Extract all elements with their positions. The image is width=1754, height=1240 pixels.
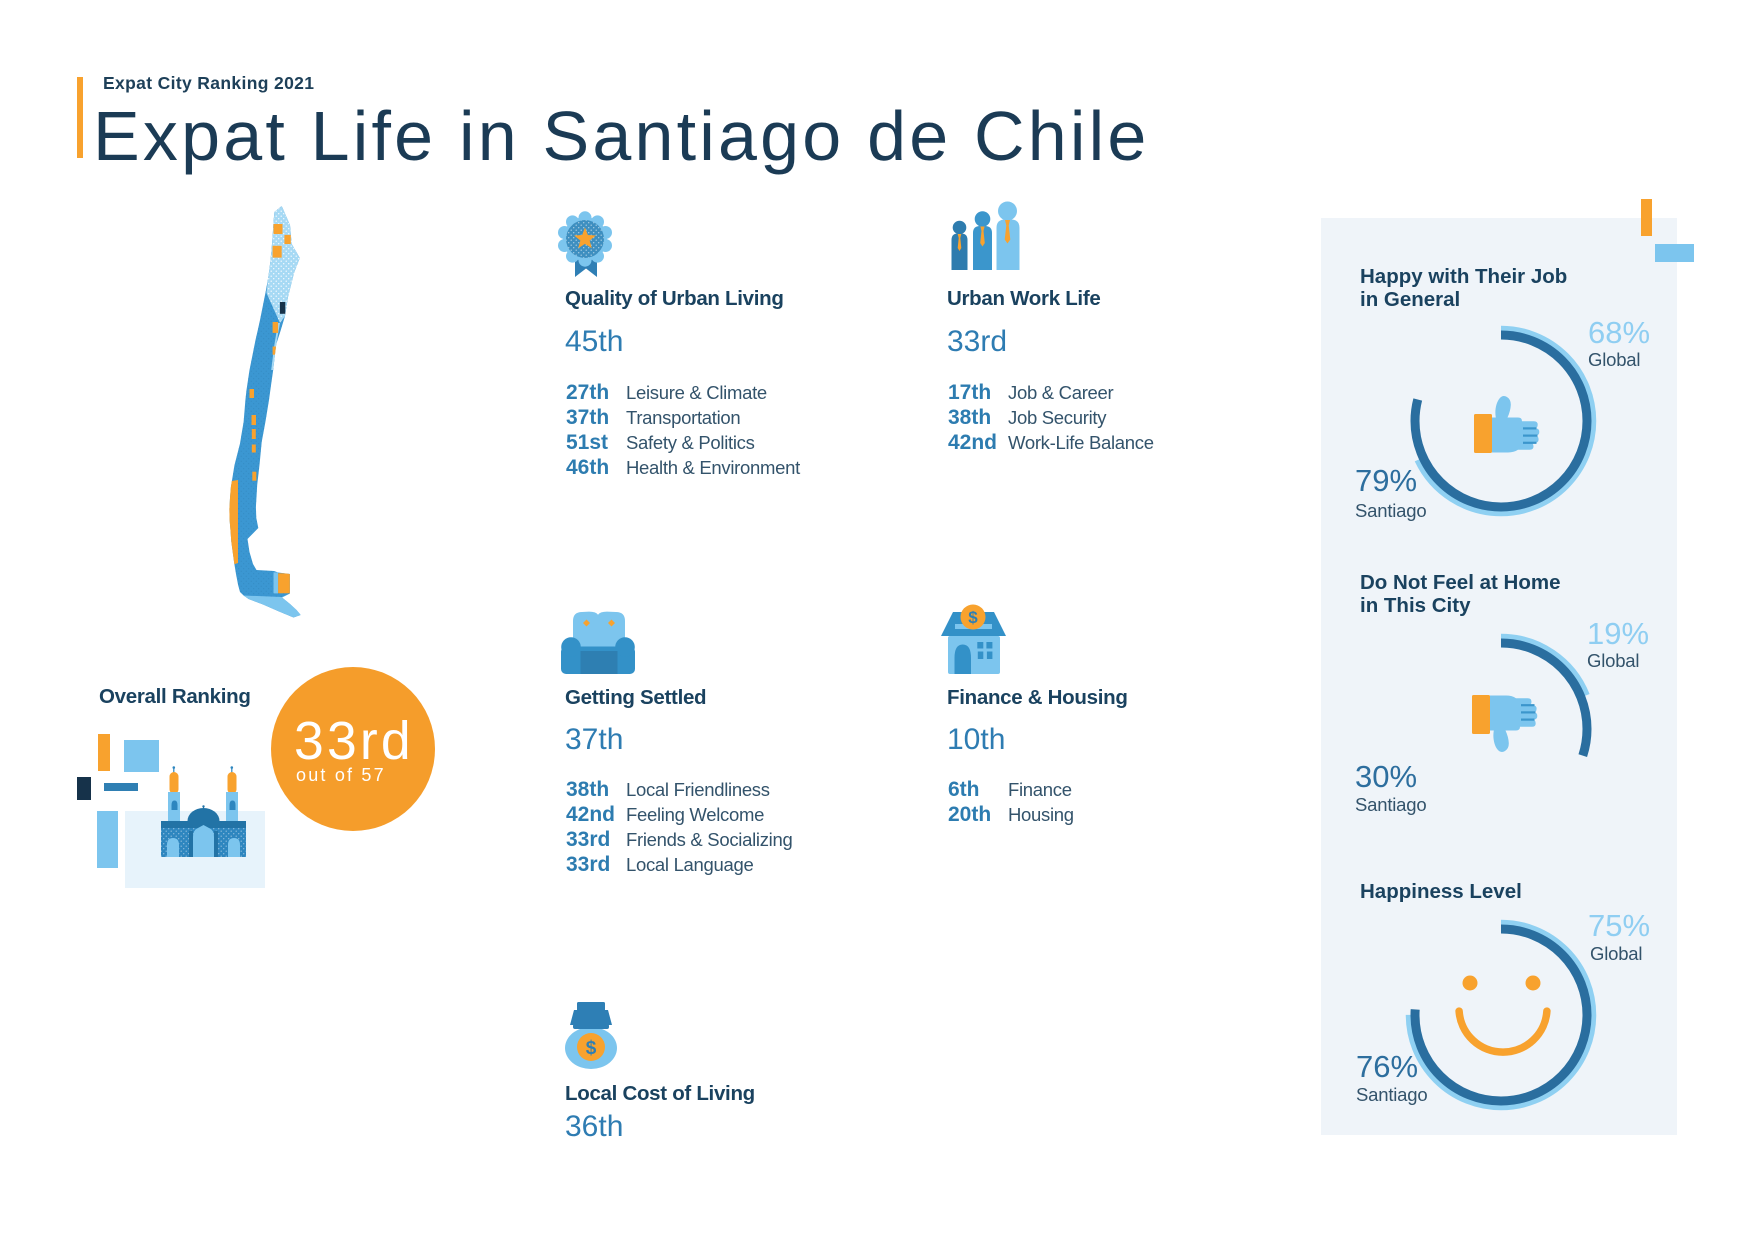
svg-text:$: $: [968, 608, 978, 627]
svg-text:$: $: [586, 1038, 597, 1059]
